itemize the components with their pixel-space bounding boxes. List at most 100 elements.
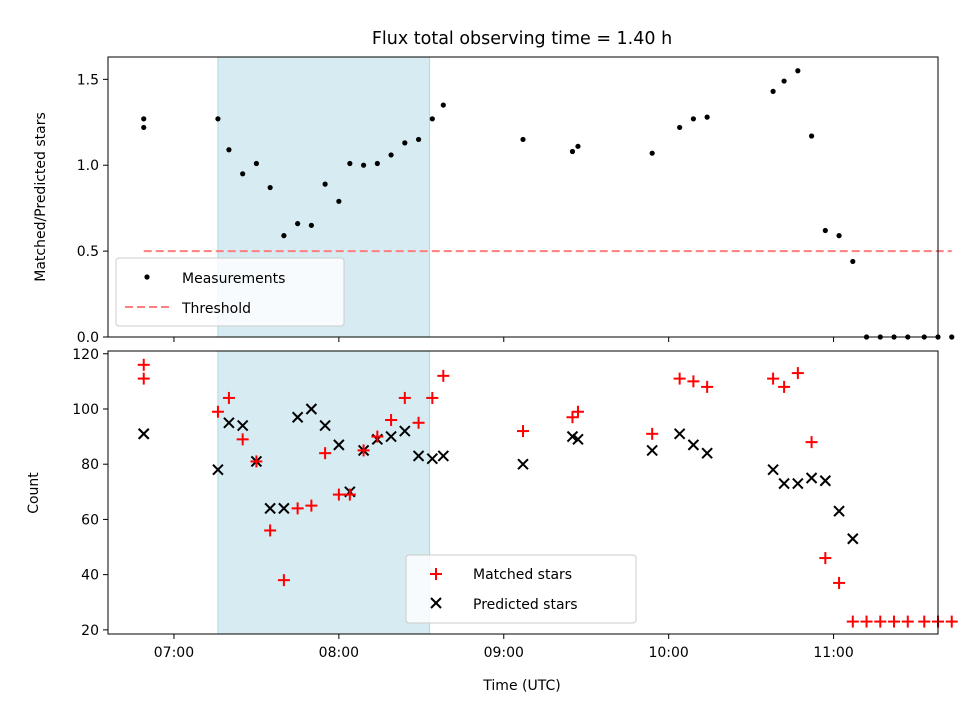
ratio-legend: Measurements Threshold — [115, 257, 345, 327]
matched-star-point — [701, 380, 714, 393]
measurement-point — [569, 148, 576, 155]
matched-star-point — [687, 375, 700, 388]
y-tick-label: 80 — [81, 457, 99, 473]
measurement-point — [440, 102, 446, 108]
count-panel-frame — [107, 350, 939, 635]
matched-star-point — [398, 391, 411, 404]
legend-threshold-label: Threshold — [181, 301, 251, 317]
x-tick-label: 10:00 — [648, 645, 688, 661]
ratio-y-axis-label: Matched/Predicted stars — [33, 112, 49, 282]
predicted-star-point — [385, 430, 397, 443]
predicted-star-point — [847, 533, 859, 545]
predicted-star-point — [412, 450, 425, 462]
measurement-point — [253, 160, 260, 167]
measurement-point — [795, 68, 801, 74]
matched-star-point — [819, 552, 832, 565]
matched-star-point — [673, 372, 686, 385]
ratio-panel: Flux total observing time = 1.40 h 0.0 0.… — [33, 29, 955, 346]
measurement-point — [226, 147, 232, 153]
predicted-star-point — [572, 433, 584, 446]
matched-star-point — [332, 488, 345, 501]
y-tick-label: 40 — [81, 568, 99, 584]
x-axis-label: Time (UTC) — [482, 678, 560, 694]
matched-star-point — [277, 574, 290, 587]
y-tick-label: 60 — [81, 512, 99, 528]
predicted-star-point — [305, 403, 318, 415]
observing-window-shade — [217, 350, 431, 635]
predicted-star-point — [566, 430, 579, 443]
measurement-point — [336, 198, 342, 204]
y-tick-label: 20 — [81, 623, 99, 639]
matched-star-point — [888, 615, 901, 628]
matched-star-point — [767, 372, 780, 385]
measurement-point — [677, 124, 683, 131]
matched-star-point — [236, 433, 249, 446]
predicted-star-point — [426, 452, 439, 465]
matched-star-point — [357, 444, 370, 457]
matched-star-point — [846, 615, 859, 628]
measurement-point — [322, 181, 328, 187]
predicted-star-point — [333, 439, 345, 451]
predicted-star-point — [767, 464, 779, 476]
predicted-star-point — [673, 428, 686, 440]
matched-star-point — [211, 405, 224, 418]
measurement-point — [267, 184, 273, 191]
predicted-star-point — [833, 505, 845, 517]
legend-predicted-marker — [430, 597, 442, 609]
matched-star-point — [264, 524, 277, 537]
matched-star-point — [137, 358, 150, 371]
measurement-point — [781, 78, 787, 84]
y-tick-label: 1.0 — [77, 158, 99, 174]
measurement-point — [520, 136, 526, 143]
matched-star-point — [791, 367, 804, 380]
count-legend: Matched stars Predicted stars — [405, 554, 637, 624]
matched-star-point — [860, 615, 873, 628]
y-tick-label: 1.5 — [77, 72, 99, 88]
measurement-point — [295, 221, 301, 227]
y-tick-label: 120 — [72, 347, 99, 363]
predicted-star-point — [778, 477, 790, 490]
y-tick-label: 0.0 — [77, 330, 99, 346]
x-tick-label: 09:00 — [484, 645, 524, 661]
predicted-star-point — [805, 472, 818, 484]
predicted-star-point — [236, 419, 249, 432]
measurement-point — [808, 133, 815, 139]
predicted-star-point — [517, 458, 529, 470]
measurement-point — [949, 334, 955, 340]
predicted-star-point — [437, 450, 450, 462]
predicted-star-point — [399, 425, 411, 437]
measurement-point — [704, 114, 710, 120]
predicted-star-point — [278, 502, 290, 515]
legend-predicted-label: Predicted stars — [473, 597, 578, 613]
measurement-point — [649, 150, 655, 156]
legend-measurements-label: Measurements — [182, 271, 285, 287]
measurement-point — [415, 136, 422, 143]
matched-star-point — [137, 372, 150, 385]
measurement-point — [429, 116, 435, 122]
matched-star-point — [945, 615, 958, 628]
x-tick-label: 11:00 — [813, 645, 853, 661]
measurement-point — [575, 143, 581, 149]
predicted-star-point — [319, 419, 331, 432]
measurement-point — [822, 227, 828, 234]
matched-star-point — [833, 576, 846, 589]
matched-star-point — [437, 369, 450, 382]
matched-star-point — [385, 414, 398, 427]
measurement-point — [141, 116, 147, 122]
matched-star-point — [918, 615, 931, 628]
x-tick-label: 08:00 — [319, 645, 359, 661]
chart-title: Flux total observing time = 1.40 h — [372, 29, 672, 49]
measurement-point — [240, 171, 246, 177]
measurement-point — [347, 160, 353, 167]
matched-star-point — [371, 430, 384, 443]
count-legend-box — [405, 554, 637, 624]
matched-star-point — [291, 502, 304, 515]
matched-star-point — [426, 391, 439, 404]
measurement-point — [281, 233, 287, 239]
predicted-star-point — [792, 477, 804, 490]
measurement-point — [402, 140, 408, 146]
measurement-point — [850, 258, 856, 265]
legend-matched-label: Matched stars — [473, 567, 572, 583]
measurement-point — [141, 124, 147, 131]
